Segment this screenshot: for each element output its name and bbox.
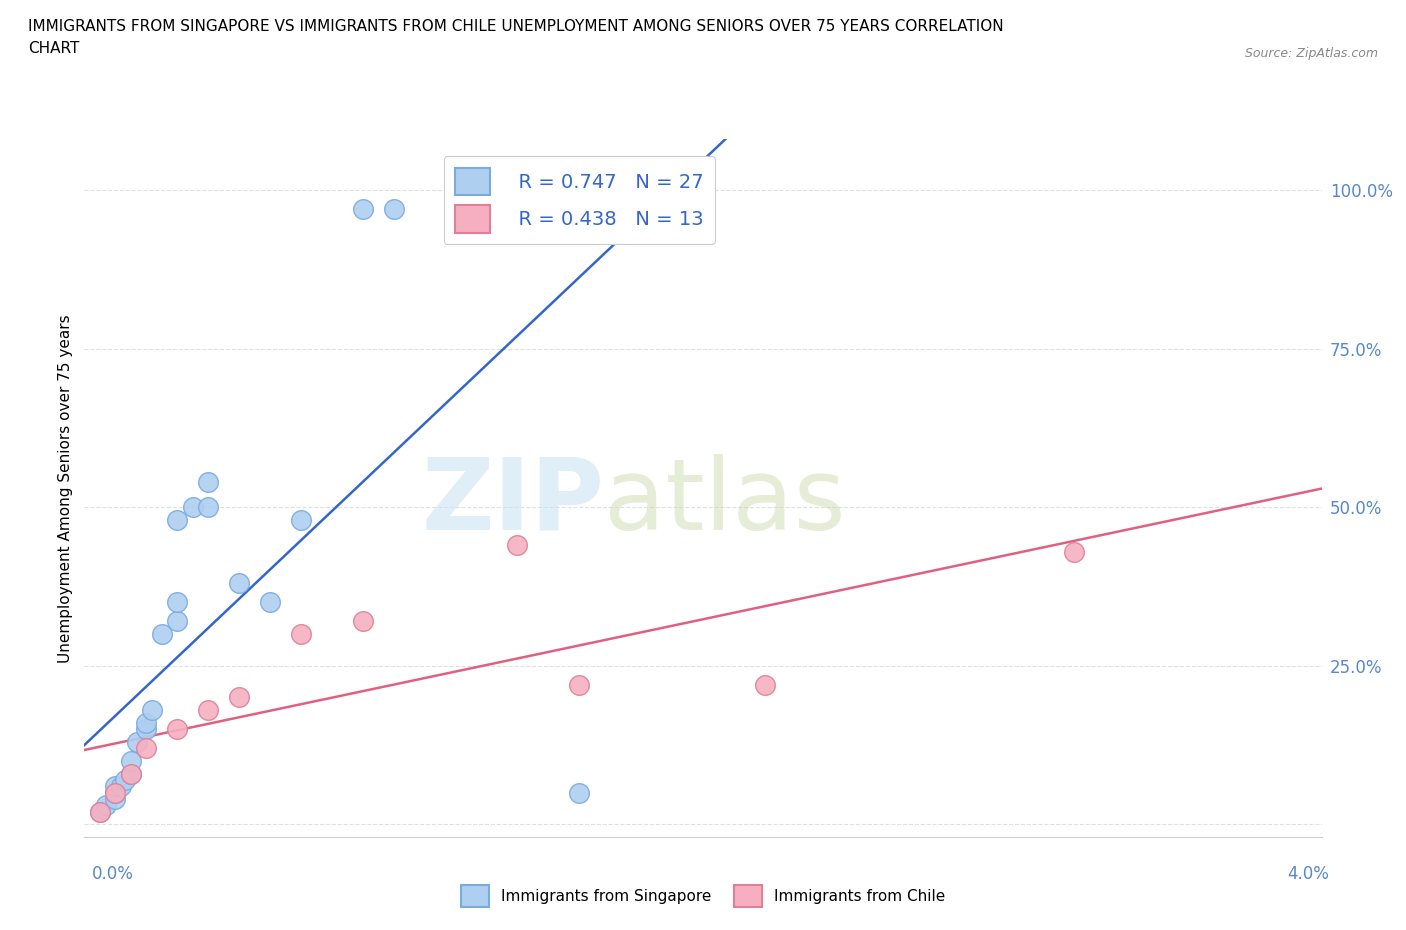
Point xyxy=(290,627,312,642)
Point xyxy=(197,474,219,489)
Y-axis label: Unemployment Among Seniors over 75 years: Unemployment Among Seniors over 75 years xyxy=(58,314,73,662)
Point xyxy=(104,778,127,793)
Point xyxy=(89,804,111,819)
Point xyxy=(352,614,374,629)
Text: atlas: atlas xyxy=(605,454,845,551)
Point xyxy=(166,512,188,527)
Point xyxy=(352,202,374,217)
Point xyxy=(568,677,591,692)
Point xyxy=(104,785,127,800)
Point xyxy=(754,677,776,692)
Legend: Immigrants from Singapore, Immigrants from Chile: Immigrants from Singapore, Immigrants fr… xyxy=(456,879,950,913)
Point xyxy=(141,703,163,718)
Point xyxy=(120,753,142,768)
Point xyxy=(290,512,312,527)
Point xyxy=(135,741,157,756)
Point xyxy=(110,778,132,793)
Point xyxy=(228,690,250,705)
Point xyxy=(166,614,188,629)
Point xyxy=(197,703,219,718)
Text: ZIP: ZIP xyxy=(422,454,605,551)
Point xyxy=(135,715,157,730)
Point xyxy=(1063,544,1085,559)
Point xyxy=(259,595,281,610)
Text: 0.0%: 0.0% xyxy=(91,865,134,883)
Point xyxy=(166,722,188,737)
Point xyxy=(120,766,142,781)
Point xyxy=(89,804,111,819)
Point xyxy=(197,499,219,514)
Point xyxy=(135,722,157,737)
Point xyxy=(228,576,250,591)
Point xyxy=(114,773,136,788)
Text: Source: ZipAtlas.com: Source: ZipAtlas.com xyxy=(1244,46,1378,60)
Point xyxy=(166,595,188,610)
Point xyxy=(568,785,591,800)
Point xyxy=(475,202,498,217)
Point xyxy=(94,798,117,813)
Point xyxy=(120,766,142,781)
Point xyxy=(104,791,127,806)
Point xyxy=(181,499,204,514)
Text: 4.0%: 4.0% xyxy=(1286,865,1329,883)
Point xyxy=(506,538,529,552)
Text: IMMIGRANTS FROM SINGAPORE VS IMMIGRANTS FROM CHILE UNEMPLOYMENT AMONG SENIORS OV: IMMIGRANTS FROM SINGAPORE VS IMMIGRANTS … xyxy=(28,19,1004,56)
Point xyxy=(125,735,148,750)
Point xyxy=(382,202,405,217)
Point xyxy=(150,627,173,642)
Point xyxy=(104,785,127,800)
